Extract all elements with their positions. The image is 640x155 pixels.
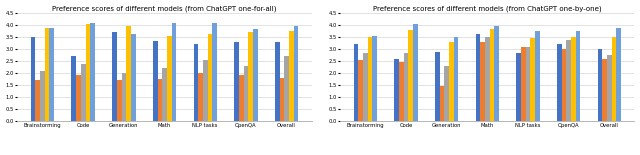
Bar [535, 31, 540, 121]
Bar [90, 23, 95, 121]
Bar [49, 28, 54, 121]
Bar [413, 24, 418, 121]
Bar [72, 56, 76, 121]
Legend: InstrULM, Bloomz-7b1-mt, Bloomz-176b-mt, Text-davinci-003, ChatGPT: InstrULM, Bloomz-7b1-mt, Bloomz-176b-mt,… [60, 153, 269, 155]
Bar [45, 28, 49, 121]
Bar [234, 42, 239, 121]
Bar [485, 37, 490, 121]
Bar [363, 53, 367, 121]
Bar [81, 64, 86, 121]
Bar [162, 68, 167, 121]
Bar [198, 73, 203, 121]
Bar [131, 34, 136, 121]
Bar [112, 32, 117, 121]
Bar [117, 80, 122, 121]
Bar [248, 32, 253, 121]
Bar [449, 42, 454, 121]
Bar [253, 29, 258, 121]
Bar [494, 27, 499, 121]
Bar [408, 30, 413, 121]
Bar [76, 75, 81, 121]
Title: Preference scores of different models (from ChatGPT one-for-all): Preference scores of different models (f… [52, 6, 276, 12]
Title: Preference scores of different models (from ChatGPT one-by-one): Preference scores of different models (f… [373, 6, 602, 12]
Bar [86, 24, 90, 121]
Bar [616, 28, 621, 121]
Legend: InstrULM, Bloomz-7b1-mt, Bloomz-176b-mt, Text-davinci-003, ChatGPT: InstrULM, Bloomz-7b1-mt, Bloomz-176b-mt,… [383, 153, 592, 155]
Bar [399, 62, 404, 121]
Bar [280, 78, 284, 121]
Bar [31, 37, 35, 121]
Bar [516, 53, 521, 121]
Bar [358, 60, 363, 121]
Bar [521, 47, 525, 121]
Bar [157, 79, 162, 121]
Bar [602, 59, 607, 121]
Bar [207, 34, 212, 121]
Bar [480, 42, 485, 121]
Bar [531, 38, 535, 121]
Bar [126, 27, 131, 121]
Bar [372, 36, 377, 121]
Bar [203, 60, 207, 121]
Bar [440, 86, 444, 121]
Bar [435, 52, 440, 121]
Bar [598, 49, 602, 121]
Bar [275, 42, 280, 121]
Bar [490, 29, 494, 121]
Bar [571, 37, 576, 121]
Bar [476, 34, 480, 121]
Bar [612, 37, 616, 121]
Bar [122, 73, 126, 121]
Bar [167, 36, 172, 121]
Bar [294, 27, 298, 121]
Bar [35, 80, 40, 121]
Bar [557, 44, 562, 121]
Bar [353, 44, 358, 121]
Bar [244, 66, 248, 121]
Bar [193, 44, 198, 121]
Bar [239, 75, 244, 121]
Bar [289, 31, 294, 121]
Bar [153, 41, 157, 121]
Bar [284, 56, 289, 121]
Bar [566, 40, 571, 121]
Bar [40, 71, 45, 121]
Bar [525, 47, 531, 121]
Bar [394, 59, 399, 121]
Bar [607, 55, 612, 121]
Bar [367, 37, 372, 121]
Bar [562, 49, 566, 121]
Bar [404, 53, 408, 121]
Bar [172, 23, 176, 121]
Bar [444, 66, 449, 121]
Bar [212, 23, 217, 121]
Bar [576, 31, 580, 121]
Bar [454, 37, 458, 121]
